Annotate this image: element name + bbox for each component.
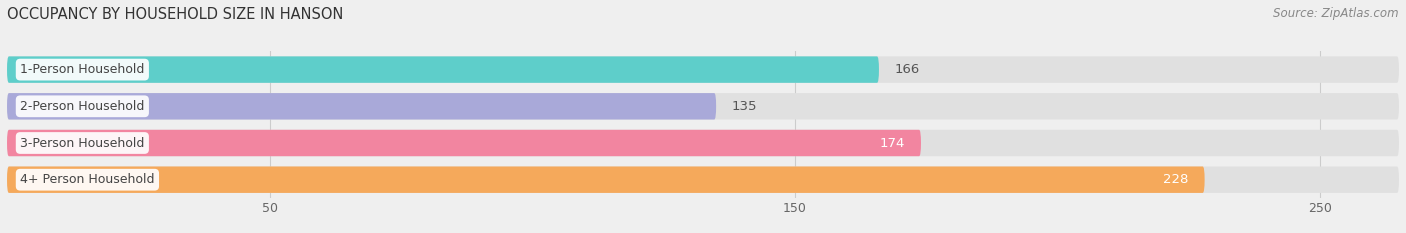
Text: 3-Person Household: 3-Person Household <box>20 137 145 150</box>
Text: 228: 228 <box>1164 173 1189 186</box>
FancyBboxPatch shape <box>7 167 1205 193</box>
Text: Source: ZipAtlas.com: Source: ZipAtlas.com <box>1274 7 1399 20</box>
FancyBboxPatch shape <box>7 93 1399 120</box>
FancyBboxPatch shape <box>7 93 716 120</box>
Text: 135: 135 <box>733 100 758 113</box>
Text: 2-Person Household: 2-Person Household <box>20 100 145 113</box>
FancyBboxPatch shape <box>7 56 879 83</box>
Text: 1-Person Household: 1-Person Household <box>20 63 145 76</box>
Text: OCCUPANCY BY HOUSEHOLD SIZE IN HANSON: OCCUPANCY BY HOUSEHOLD SIZE IN HANSON <box>7 7 343 22</box>
FancyBboxPatch shape <box>7 56 1399 83</box>
Text: 166: 166 <box>894 63 920 76</box>
Text: 4+ Person Household: 4+ Person Household <box>20 173 155 186</box>
Text: 174: 174 <box>880 137 905 150</box>
FancyBboxPatch shape <box>7 130 1399 156</box>
FancyBboxPatch shape <box>7 130 921 156</box>
FancyBboxPatch shape <box>7 167 1399 193</box>
